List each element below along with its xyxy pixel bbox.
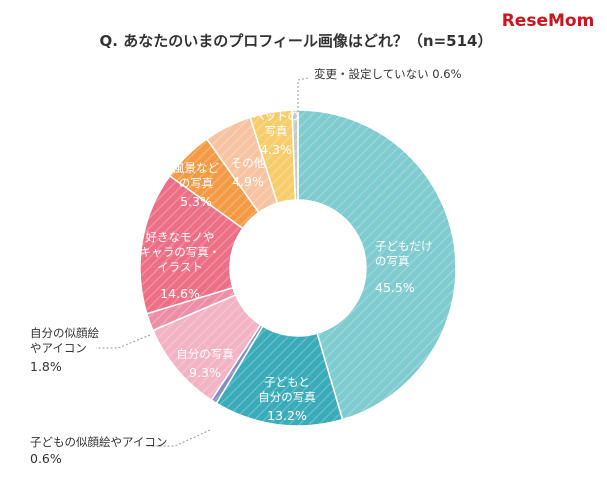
- chart-title: Q. あなたのいまのプロフィール画像はどれ？（n=514）: [100, 32, 493, 50]
- slice-label: ペットの: [253, 109, 299, 123]
- slice-label: 風景など: [173, 161, 219, 175]
- slice-label: 自分の似顔絵: [30, 326, 99, 340]
- slice-percent: 0.6%: [30, 451, 62, 466]
- slice-label: その他: [231, 156, 266, 170]
- slice-percent: 45.5%: [375, 280, 415, 295]
- stripe-texture: [206, 117, 278, 213]
- stripe-texture: [250, 110, 296, 204]
- slice-label: 自分の写真: [176, 347, 234, 361]
- slice-percent: 13.2%: [267, 408, 307, 423]
- slice-label: の写真: [375, 254, 410, 268]
- slice-percent: 4.3%: [260, 142, 292, 157]
- stripe-texture: [146, 287, 236, 331]
- slice-percent: 4.9%: [232, 174, 264, 189]
- brand-logo: ReseMom: [502, 11, 595, 31]
- slice-label: 好きなモノや: [146, 230, 215, 244]
- slice-label: 子どもの似顔絵やアイコン: [30, 435, 167, 449]
- slice-percent: 5.3%: [180, 194, 212, 209]
- leader-line: [297, 77, 309, 112]
- leader-lines: [96, 77, 309, 447]
- slice-percent: 14.6%: [160, 286, 200, 301]
- leader-line: [146, 429, 211, 447]
- slice-label: 変更・設定していない 0.6%: [314, 67, 462, 81]
- stripe-texture: [298, 110, 456, 420]
- stripe-overlay: [140, 110, 456, 426]
- stripe-texture: [211, 324, 263, 404]
- stripe-texture: [169, 138, 259, 229]
- slice-labels: 子どもだけの写真45.5%子どもと自分の写真13.2%子どもの似顔絵やアイコン0…: [30, 67, 462, 466]
- stripe-texture: [152, 294, 261, 401]
- stripe-texture: [292, 110, 298, 201]
- slice-label: やアイコン: [30, 341, 87, 355]
- leader-line: [96, 334, 151, 349]
- slice-label: 自分の写真: [258, 390, 316, 404]
- slice-percent: 1.8%: [30, 359, 62, 374]
- slice-percent: 9.3%: [189, 365, 221, 380]
- slice-label: 写真: [265, 124, 288, 138]
- stripe-texture: [216, 326, 343, 426]
- slice-label: キャラの写真・: [140, 245, 221, 259]
- slice-label: イラスト: [157, 260, 203, 274]
- slice-label: の写真: [179, 176, 214, 190]
- slice-label: 子どもと: [264, 375, 310, 389]
- slice-label: 子どもだけ: [375, 239, 433, 253]
- stripe-texture: [140, 175, 243, 314]
